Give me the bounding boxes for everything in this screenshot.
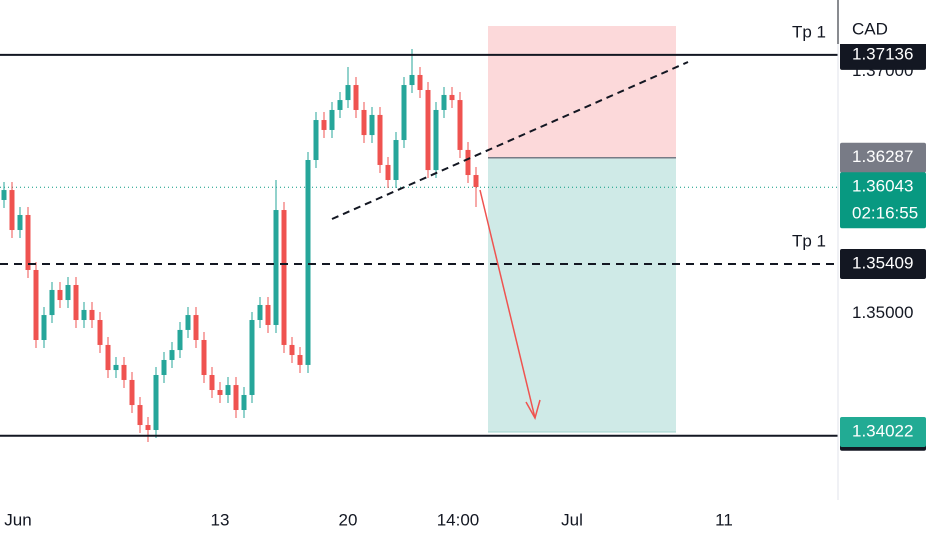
level-price-label-box [840,39,926,70]
candle-body [41,315,47,340]
candle-body [289,344,295,356]
candle-body [17,214,23,231]
arrow-head [525,399,541,420]
candle-body [313,120,319,161]
level-price-label-box [840,249,926,280]
candle-body [97,320,103,345]
candle-body [393,140,399,180]
candle-body [169,350,175,360]
x-tick-label: 11 [715,510,733,529]
candle-body [265,304,271,325]
arrow-shaft [479,189,536,419]
candle-body [209,375,215,391]
stop-zone [488,26,676,158]
plot: Tp 1 Tp 1 [0,22,838,442]
candle-body [193,315,199,340]
candle-body [81,309,87,321]
x-tick-label: 13 [211,510,230,529]
candle-body [233,385,239,411]
candle-body [329,109,335,130]
candle-body [73,285,79,321]
candle-body [217,390,223,395]
x-tick-label: 20 [339,510,358,529]
candle-body [465,149,471,176]
position-zones [488,26,676,433]
candle-body [185,315,191,330]
candle-body [113,364,119,371]
candle-body [305,160,311,365]
level-price-label: 1.35409 [852,254,913,273]
candle-body [473,175,479,188]
candle-body [353,85,359,110]
entry-price-label-box [840,142,926,173]
currency: CAD [852,19,888,38]
candle-body [25,214,31,270]
currency-header [840,0,932,44]
level-price-label: 1.37136 [852,44,913,63]
candle-body [241,394,247,411]
candle-body [1,190,7,200]
candle-body [425,89,431,171]
candle-body [361,109,367,136]
countdown: 02:16:55 [852,204,918,223]
trend-line [331,61,689,220]
level-label: Tp 1 [792,22,826,41]
candle-body [369,114,375,136]
candle-body [417,74,423,90]
candle-body [9,190,15,231]
candle-body [297,355,303,365]
candle-body [225,385,231,395]
candle-body [57,289,63,301]
y-tick-label: 1.35000 [852,303,913,322]
entry-price-label: 1.36287 [852,147,913,166]
candle-body [337,100,343,110]
level-label: Tp 1 [792,232,826,251]
candle-body [153,375,159,430]
arrow [479,189,541,420]
candle-body [377,114,383,165]
candle-body [281,210,287,345]
candle-body [49,289,55,316]
x-tick-label: 14:00 [437,510,480,529]
candle-body [457,100,463,150]
target-zone [488,157,676,433]
candle-body [441,94,447,110]
candle-body [257,304,263,321]
candle-body [345,85,351,101]
candle-body [177,329,183,351]
candle-body [201,339,207,375]
candle-body [65,285,71,301]
candle-body [409,74,415,86]
candle-body [433,109,439,171]
candle-body [249,320,255,395]
x-tick-label: Jun [4,510,31,529]
last-price-label: 1.36043 [852,177,913,196]
candle-body [145,425,151,430]
candle-body [321,120,327,130]
candle-body [449,94,455,101]
candle-body [137,405,143,426]
candle-body [105,344,111,371]
candle-body [33,269,39,340]
last-price-label-box [840,172,926,229]
candle-body [121,364,127,380]
x-tick-label: Jul [561,510,583,529]
candle-body [161,359,167,375]
candle-body [273,210,279,325]
target-price-label: 1.34022 [852,422,913,441]
target-price-label-box [840,417,926,448]
candle-body [385,164,391,180]
candle-body [129,379,135,406]
price-axis: 1.350001.370001.371361.354091.339911.362… [4,0,932,529]
candle-body [401,85,407,141]
candle-body [89,309,95,321]
